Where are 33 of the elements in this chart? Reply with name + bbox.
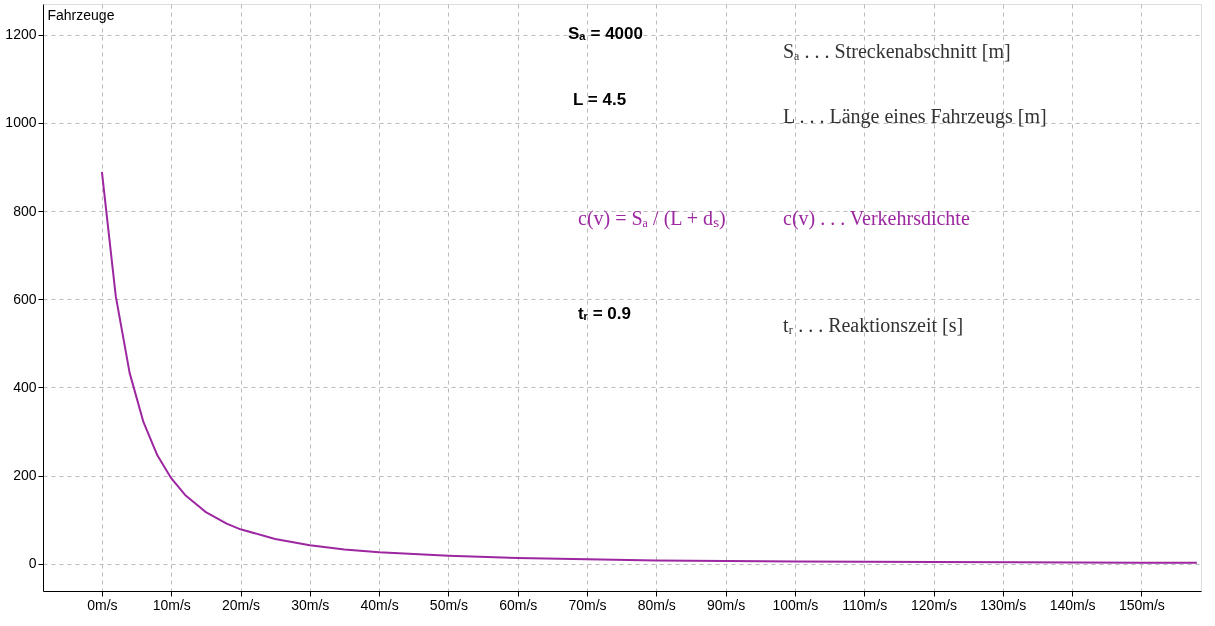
- annotation: L . . . Länge eines Fahrzeugs [m]: [783, 105, 1047, 128]
- x-tick-label: 40m/s: [360, 596, 399, 613]
- annotation: tᵣ . . . Reaktionszeit [s]: [783, 314, 964, 336]
- annotation: L = 4.5: [573, 90, 627, 109]
- x-tick-label: 30m/s: [291, 596, 330, 613]
- x-tick-label: 50m/s: [429, 596, 468, 613]
- annotation: c(v) . . . Verkehrsdichte: [783, 207, 970, 230]
- y-tick-label: 600: [13, 290, 37, 307]
- x-tick-label: 130m/s: [980, 596, 1027, 613]
- x-tick-label: 20m/s: [221, 596, 261, 613]
- x-tick-label: 140m/s: [1049, 596, 1096, 613]
- x-tick-label: 0m/s: [87, 596, 118, 613]
- annotation: Sₐ . . . Streckenabschnitt [m]: [783, 40, 1011, 62]
- y-tick-label: 400: [13, 378, 37, 395]
- x-tick-label: 120m/s: [911, 596, 957, 613]
- annotation: Sₐ = 4000: [568, 24, 643, 43]
- x-tick-label: 60m/s: [499, 596, 538, 613]
- x-tick-label: 100m/s: [772, 596, 819, 613]
- x-tick-label: 80m/s: [637, 596, 676, 613]
- annotation: tᵣ = 0.9: [578, 304, 631, 323]
- y-tick-label: 1000: [5, 114, 37, 131]
- y-tick-label: 1200: [5, 26, 37, 43]
- y-tick-label: 800: [13, 202, 37, 219]
- annotation: c(v) = Sₐ / (L + dₛ): [578, 207, 726, 230]
- x-tick-label: 110m/s: [842, 596, 888, 613]
- x-tick-label: 90m/s: [707, 596, 746, 613]
- x-tick-label: 150m/s: [1118, 596, 1165, 613]
- x-tick-label: 10m/s: [152, 596, 191, 613]
- y-axis-title: Fahrzeuge: [47, 6, 115, 23]
- x-tick-label: 70m/s: [568, 596, 607, 613]
- line-series: [100, 170, 1198, 564]
- y-tick-label: 0: [28, 555, 37, 572]
- y-tick-label: 200: [13, 467, 37, 484]
